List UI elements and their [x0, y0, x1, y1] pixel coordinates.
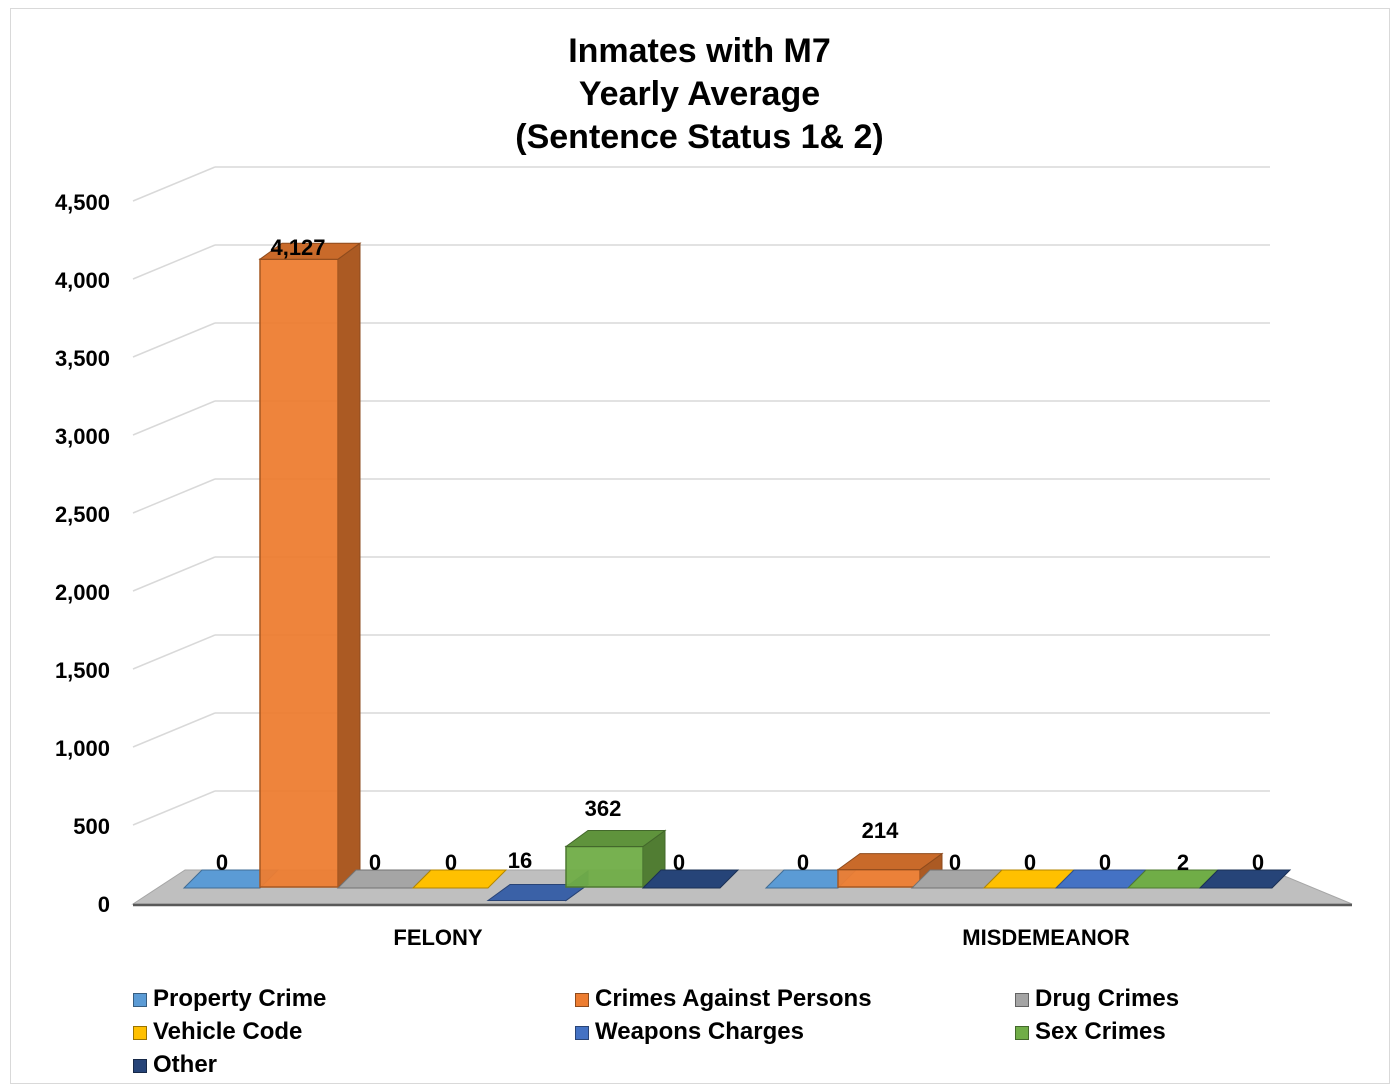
side-gridline [132, 634, 216, 670]
legend-swatch [1015, 1026, 1029, 1040]
bar-top [836, 853, 944, 871]
legend-item: Other [133, 1050, 217, 1080]
data-label: 0 [216, 850, 228, 875]
chart-title-line-1: Inmates with M7 [568, 32, 831, 70]
legend-swatch [133, 993, 147, 1007]
data-label: 0 [1024, 850, 1036, 875]
legend-label: Other [153, 1051, 218, 1078]
bar [837, 868, 921, 888]
y-tick-label: 1,000 [55, 736, 110, 761]
bar-top [258, 242, 362, 260]
legend-label: Sex Crimes [1035, 1018, 1166, 1045]
bar-side [337, 242, 361, 888]
legend-swatch [575, 1026, 589, 1040]
data-label: 2 [1177, 850, 1189, 875]
legend-swatch [133, 1026, 147, 1040]
x-category-label: MISDEMEANOR [962, 925, 1130, 950]
y-tick-label: 0 [98, 892, 110, 917]
side-gridline [132, 556, 216, 592]
legend-item: Weapons Charges [575, 1017, 804, 1047]
y-tick-label: 4,500 [55, 190, 110, 215]
legend-item: Vehicle Code [133, 1017, 302, 1047]
legend-item: Crimes Against Persons [575, 984, 872, 1014]
legend-item: Drug Crimes [1015, 984, 1179, 1014]
side-gridline [132, 712, 216, 748]
side-gridline [132, 166, 216, 202]
legend-item: Sex Crimes [1015, 1017, 1166, 1047]
bar [259, 258, 339, 888]
legend-label: Crimes Against Persons [595, 985, 872, 1012]
bar [1198, 869, 1292, 889]
data-label: 0 [445, 850, 457, 875]
side-gridline [132, 322, 216, 358]
bar [565, 845, 644, 888]
data-label: 4,127 [270, 235, 325, 260]
y-tick-label: 500 [73, 814, 110, 839]
legend-swatch [1015, 993, 1029, 1007]
data-label: 214 [862, 818, 899, 843]
data-label: 16 [508, 848, 532, 873]
side-gridline [132, 790, 216, 826]
chart-title: Inmates with M7 Yearly Average (Sentence… [0, 30, 1399, 159]
data-label: 0 [949, 850, 961, 875]
data-label: 362 [585, 796, 622, 821]
y-tick-label: 3,000 [55, 424, 110, 449]
legend-label: Drug Crimes [1035, 985, 1180, 1012]
y-tick-label: 2,500 [55, 502, 110, 527]
y-tick-label: 4,000 [55, 268, 110, 293]
chart-title-line-2: Yearly Average [578, 75, 821, 113]
side-gridline [132, 400, 216, 436]
bar [641, 869, 740, 889]
data-label: 0 [1252, 850, 1264, 875]
legend-label: Weapons Charges [595, 1018, 804, 1045]
data-label: 0 [1099, 850, 1111, 875]
legend-label: Vehicle Code [153, 1018, 303, 1045]
data-label: 0 [369, 850, 381, 875]
legend-item: Property Crime [133, 984, 326, 1014]
bar-top [564, 830, 667, 848]
bar [411, 869, 508, 889]
side-gridline [132, 478, 216, 514]
data-label: 0 [797, 850, 809, 875]
y-tick-label: 3,500 [55, 346, 110, 371]
y-tick-label: 1,500 [55, 658, 110, 683]
legend-swatch [133, 1059, 147, 1073]
x-category-label: FELONY [393, 925, 483, 950]
chart-title-line-3: (Sentence Status 1& 2) [515, 118, 884, 156]
y-tick-label: 2,000 [55, 580, 110, 605]
data-label: 0 [673, 850, 685, 875]
legend-label: Property Crime [153, 985, 327, 1012]
side-gridline [132, 244, 216, 280]
legend-swatch [575, 993, 589, 1007]
